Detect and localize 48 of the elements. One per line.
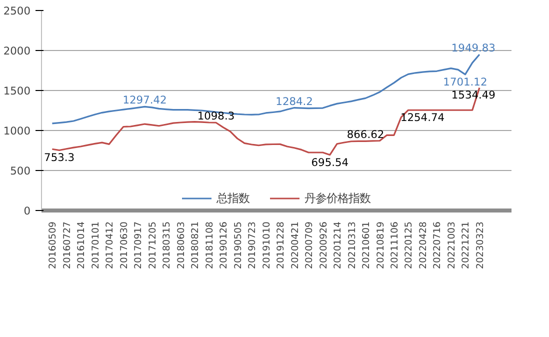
data-label: 753.3 xyxy=(44,151,75,164)
x-tick-label: 20170412 xyxy=(104,221,116,269)
y-tick-label: 2500 xyxy=(3,4,31,18)
x-tick-label: 20191228 xyxy=(276,221,287,269)
x-tick-label: 20190723 xyxy=(247,221,258,269)
data-label: 1254.74 xyxy=(400,111,445,124)
x-tick-label: 20200421 xyxy=(290,221,301,269)
x-tick-label: 20230323 xyxy=(474,221,486,269)
x-tick-label: 20180315 xyxy=(162,221,173,269)
x-tick-label: 20211106 xyxy=(390,221,400,269)
data-label: 866.62 xyxy=(346,128,384,142)
data-label: 1098.3 xyxy=(197,110,235,123)
x-tick-label: 20170630 xyxy=(118,221,130,269)
y-tick-label: 1500 xyxy=(3,84,31,98)
x-tick-label: 20220716 xyxy=(432,221,444,269)
x-tick-label: 20221003 xyxy=(446,221,458,269)
data-label: 695.54 xyxy=(311,156,349,169)
x-tick-label: 20171205 xyxy=(147,221,158,269)
x-tick-label: 20170101 xyxy=(90,221,102,269)
y-tick-label: 1000 xyxy=(3,124,31,138)
legend-label: 丹参价格指数 xyxy=(304,190,370,206)
x-tick-label: 20181108 xyxy=(204,221,216,269)
data-label: 1949.83 xyxy=(451,42,496,55)
legend-label: 总指数 xyxy=(216,190,250,206)
data-label: 1284.2 xyxy=(276,94,313,108)
x-tick-label: 20201214 xyxy=(332,221,344,269)
x-tick-label: 20160509 xyxy=(48,221,59,269)
data-label: 1297.42 xyxy=(122,94,167,107)
x-tick-label: 20170917 xyxy=(133,221,144,269)
x-tick-label: 20200709 xyxy=(304,221,316,269)
data-label: 1701.12 xyxy=(443,75,488,88)
x-tick-label: 20221221 xyxy=(460,221,472,269)
x-tick-label: 20210819 xyxy=(375,221,386,269)
x-tick-label: 20161014 xyxy=(76,221,88,269)
x-tick-label: 20180821 xyxy=(190,221,202,269)
x-tick-label: 20160727 xyxy=(62,221,73,269)
x-tick-label: 20220125 xyxy=(404,221,415,269)
y-tick-label: 2000 xyxy=(3,44,31,58)
x-tick-label: 20220428 xyxy=(418,221,429,269)
x-tick-label: 20180603 xyxy=(176,221,187,269)
x-tick-label: 20210601 xyxy=(361,221,372,269)
x-tick-label: 20191010 xyxy=(261,221,272,269)
x-tick-label: 20190505 xyxy=(232,221,244,269)
x-tick-label: 20210313 xyxy=(346,221,358,269)
x-tick-label: 20190126 xyxy=(218,221,230,269)
y-tick-label: 0 xyxy=(24,204,31,218)
y-tick-label: 500 xyxy=(10,164,31,178)
x-tick-label: 20200926 xyxy=(318,221,330,269)
